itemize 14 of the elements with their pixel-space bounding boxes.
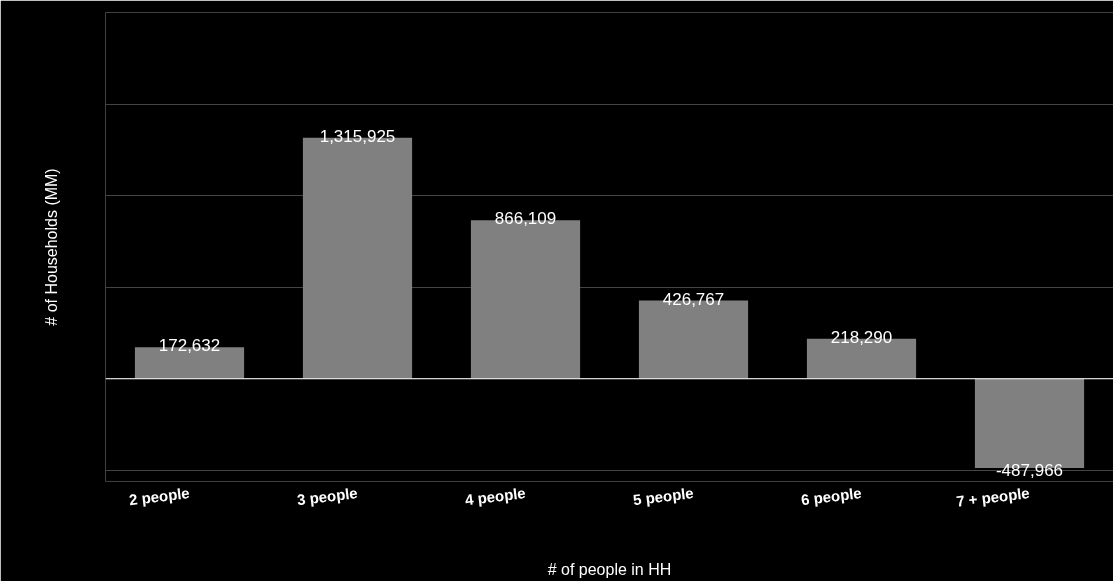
data-label: 218,290 bbox=[830, 327, 893, 347]
x-tick-label: 7 + people bbox=[955, 484, 1031, 510]
x-axis-title: # of people in HH bbox=[547, 561, 672, 579]
x-tick-label: 6 people bbox=[800, 484, 863, 509]
y-axis-title: # of Households (MM) bbox=[42, 168, 60, 326]
x-tick-label: 4 people bbox=[464, 484, 527, 509]
data-label: 172,632 bbox=[158, 336, 221, 356]
data-label: 1,315,925 bbox=[319, 126, 396, 146]
x-tick-label: 5 people bbox=[632, 484, 695, 509]
data-label: -487,966 bbox=[995, 461, 1064, 481]
x-tick-label: 3 people bbox=[296, 484, 359, 509]
x-tick-label: 2 people bbox=[128, 484, 191, 509]
data-label: 426,767 bbox=[662, 289, 725, 309]
data-label: 866,109 bbox=[494, 209, 557, 229]
